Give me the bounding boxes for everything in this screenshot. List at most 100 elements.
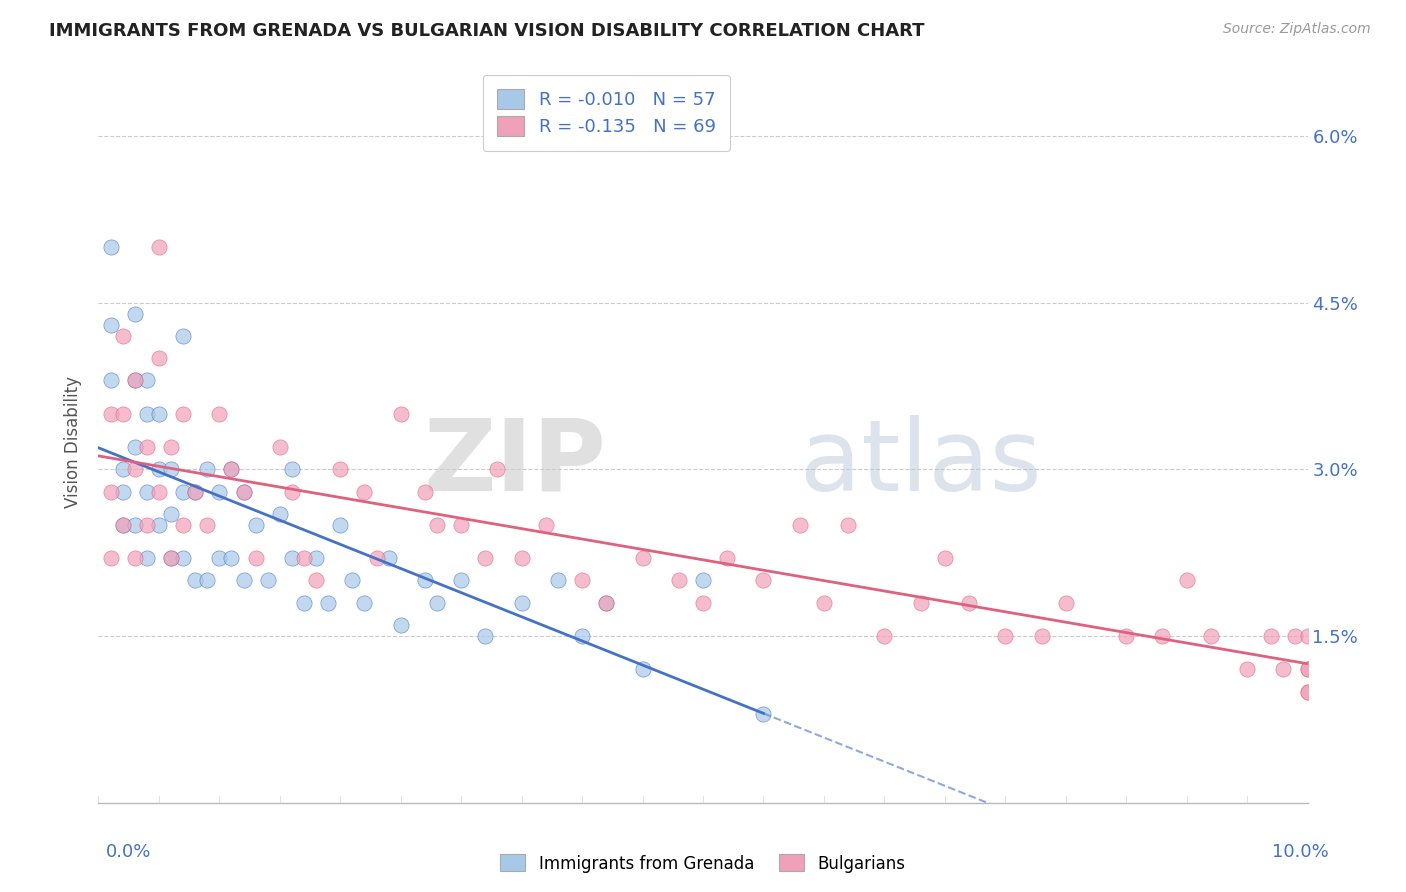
- Point: [474, 551, 496, 566]
- Point: [716, 551, 738, 566]
- Point: [208, 407, 231, 421]
- Point: [910, 596, 932, 610]
- Point: [571, 574, 593, 588]
- Point: [160, 507, 183, 521]
- Point: [450, 574, 472, 588]
- Point: [305, 551, 328, 566]
- Legend: Immigrants from Grenada, Bulgarians: Immigrants from Grenada, Bulgarians: [494, 847, 912, 880]
- Point: [1031, 629, 1053, 643]
- Point: [245, 517, 267, 532]
- Point: [1296, 684, 1319, 698]
- Point: [172, 329, 194, 343]
- Point: [789, 517, 811, 532]
- Point: [1175, 574, 1198, 588]
- Point: [486, 462, 509, 476]
- Point: [1296, 629, 1319, 643]
- Point: [692, 596, 714, 610]
- Point: [474, 629, 496, 643]
- Point: [184, 484, 207, 499]
- Point: [1272, 662, 1295, 676]
- Point: [124, 440, 146, 454]
- Point: [534, 517, 557, 532]
- Point: [148, 517, 170, 532]
- Point: [281, 484, 304, 499]
- Point: [450, 517, 472, 532]
- Point: [692, 574, 714, 588]
- Point: [135, 407, 157, 421]
- Point: [1284, 629, 1306, 643]
- Point: [426, 596, 449, 610]
- Point: [413, 484, 436, 499]
- Text: IMMIGRANTS FROM GRENADA VS BULGARIAN VISION DISABILITY CORRELATION CHART: IMMIGRANTS FROM GRENADA VS BULGARIAN VIS…: [49, 22, 925, 40]
- Point: [1054, 596, 1077, 610]
- Point: [135, 440, 157, 454]
- Point: [148, 484, 170, 499]
- Point: [1199, 629, 1222, 643]
- Point: [100, 240, 122, 254]
- Point: [124, 517, 146, 532]
- Point: [124, 551, 146, 566]
- Point: [1296, 662, 1319, 676]
- Point: [208, 551, 231, 566]
- Point: [957, 596, 980, 610]
- Point: [135, 373, 157, 387]
- Point: [111, 329, 134, 343]
- Point: [135, 484, 157, 499]
- Point: [668, 574, 690, 588]
- Point: [377, 551, 399, 566]
- Point: [100, 551, 122, 566]
- Point: [1115, 629, 1137, 643]
- Point: [111, 517, 134, 532]
- Point: [111, 517, 134, 532]
- Point: [1296, 662, 1319, 676]
- Point: [837, 517, 859, 532]
- Point: [172, 484, 194, 499]
- Point: [329, 517, 352, 532]
- Point: [366, 551, 388, 566]
- Point: [281, 551, 304, 566]
- Point: [329, 462, 352, 476]
- Point: [135, 551, 157, 566]
- Point: [184, 484, 207, 499]
- Point: [353, 596, 375, 610]
- Point: [1296, 684, 1319, 698]
- Point: [124, 462, 146, 476]
- Point: [195, 517, 218, 532]
- Point: [111, 462, 134, 476]
- Point: [135, 517, 157, 532]
- Point: [305, 574, 328, 588]
- Point: [813, 596, 835, 610]
- Point: [172, 517, 194, 532]
- Y-axis label: Vision Disability: Vision Disability: [65, 376, 83, 508]
- Point: [148, 462, 170, 476]
- Point: [389, 407, 412, 421]
- Point: [160, 551, 183, 566]
- Text: atlas: atlas: [800, 415, 1042, 512]
- Point: [124, 373, 146, 387]
- Point: [269, 507, 291, 521]
- Point: [389, 618, 412, 632]
- Point: [510, 551, 533, 566]
- Point: [413, 574, 436, 588]
- Point: [631, 551, 654, 566]
- Point: [873, 629, 896, 643]
- Text: 0.0%: 0.0%: [105, 843, 150, 861]
- Point: [148, 351, 170, 366]
- Point: [124, 307, 146, 321]
- Point: [100, 318, 122, 332]
- Point: [208, 484, 231, 499]
- Point: [195, 462, 218, 476]
- Point: [342, 574, 364, 588]
- Point: [160, 551, 183, 566]
- Point: [1260, 629, 1282, 643]
- Point: [221, 462, 243, 476]
- Point: [160, 440, 183, 454]
- Point: [316, 596, 339, 610]
- Point: [221, 551, 243, 566]
- Point: [292, 596, 315, 610]
- Point: [353, 484, 375, 499]
- Point: [256, 574, 278, 588]
- Point: [547, 574, 569, 588]
- Point: [232, 574, 254, 588]
- Point: [752, 706, 775, 721]
